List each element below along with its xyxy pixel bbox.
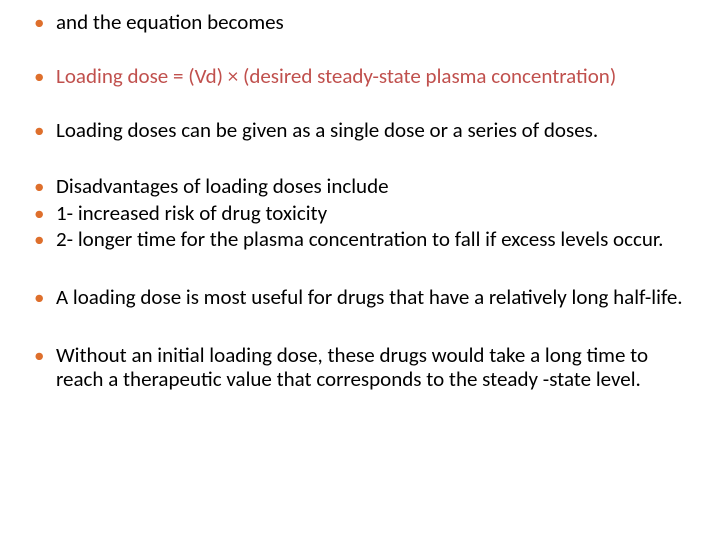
list-item: Disadvantages of loading doses include	[30, 174, 690, 198]
bullet-text: A loading dose is most useful for drugs …	[56, 284, 683, 310]
bullet-text: and the equation becomes	[56, 9, 284, 35]
bullet-text: 2- longer time for the plasma concentrat…	[56, 226, 663, 252]
bullet-text-highlighted: Loading dose = (Vd) × (desired steady-st…	[56, 63, 616, 89]
list-item: 2- longer time for the plasma concentrat…	[30, 227, 690, 251]
bullet-text: Disadvantages of loading doses include	[56, 173, 389, 199]
list-item: Loading dose = (Vd) × (desired steady-st…	[30, 64, 690, 88]
list-item: A loading dose is most useful for drugs …	[30, 285, 690, 309]
list-item: Loading doses can be given as a single d…	[30, 118, 690, 142]
list-item: 1- increased risk of drug toxicity	[30, 201, 690, 225]
bullet-text: Without an initial loading dose, these d…	[56, 342, 648, 392]
slide-body: and the equation becomes Loading dose = …	[0, 0, 720, 540]
bullet-text: 1- increased risk of drug toxicity	[56, 200, 327, 226]
list-item: Without an initial loading dose, these d…	[30, 343, 690, 391]
list-item: and the equation becomes	[30, 10, 690, 34]
bullet-text: Loading doses can be given as a single d…	[56, 117, 598, 143]
bullet-list: and the equation becomes Loading dose = …	[30, 10, 690, 391]
